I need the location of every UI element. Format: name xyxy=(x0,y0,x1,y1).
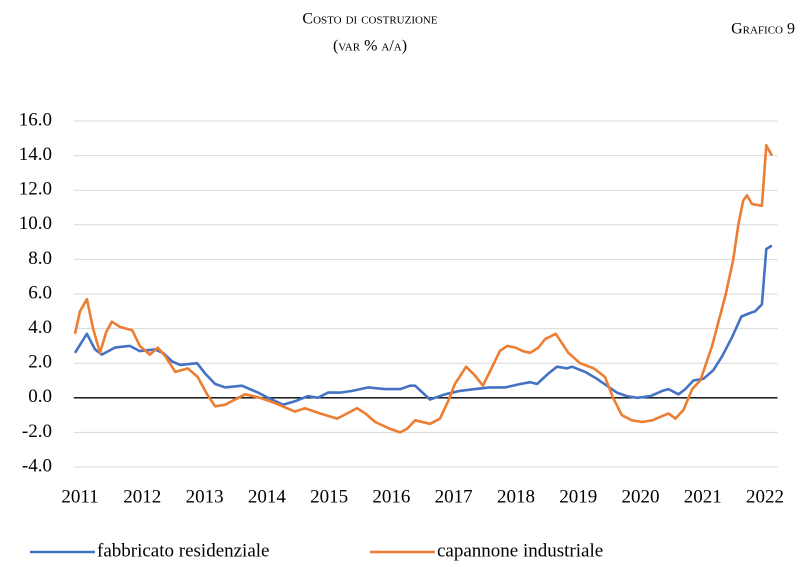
x-tick-label: 2017 xyxy=(435,486,473,507)
series-line xyxy=(73,244,773,406)
x-tick-label: 2021 xyxy=(684,486,722,507)
chart-subtitle: (var % a/a) xyxy=(333,38,407,55)
x-tick-label: 2020 xyxy=(621,486,659,507)
y-tick-label: 16.0 xyxy=(19,109,52,130)
y-tick-label: -2.0 xyxy=(22,421,52,442)
y-tick-label: 10.0 xyxy=(19,213,52,234)
y-tick-label: 2.0 xyxy=(28,352,52,373)
x-tick-label: 2019 xyxy=(559,486,597,507)
y-tick-label: 0.0 xyxy=(28,386,52,407)
x-tick-label: 2015 xyxy=(310,486,348,507)
x-tick-label: 2014 xyxy=(248,486,287,507)
x-tick-label: 2012 xyxy=(123,486,161,507)
chart-annotation: Grafico 9 xyxy=(731,21,795,38)
y-tick-label: -4.0 xyxy=(22,455,52,476)
x-tick-label: 2022 xyxy=(746,486,784,507)
legend-label: capannone industriale xyxy=(437,540,603,561)
y-tick-label: 6.0 xyxy=(28,282,52,303)
series-line xyxy=(73,143,774,434)
legend-label: fabbricato residenziale xyxy=(97,540,269,561)
chart-title: Costo di costruzione xyxy=(302,11,437,28)
y-tick-label: 14.0 xyxy=(19,144,52,165)
y-tick-label: 8.0 xyxy=(28,248,52,269)
x-tick-label: 2018 xyxy=(497,486,535,507)
y-tick-label: 12.0 xyxy=(19,179,52,200)
x-tick-label: 2011 xyxy=(61,486,98,507)
x-tick-label: 2016 xyxy=(372,486,410,507)
y-tick-label: 4.0 xyxy=(28,317,52,338)
x-tick-label: 2013 xyxy=(186,486,224,507)
